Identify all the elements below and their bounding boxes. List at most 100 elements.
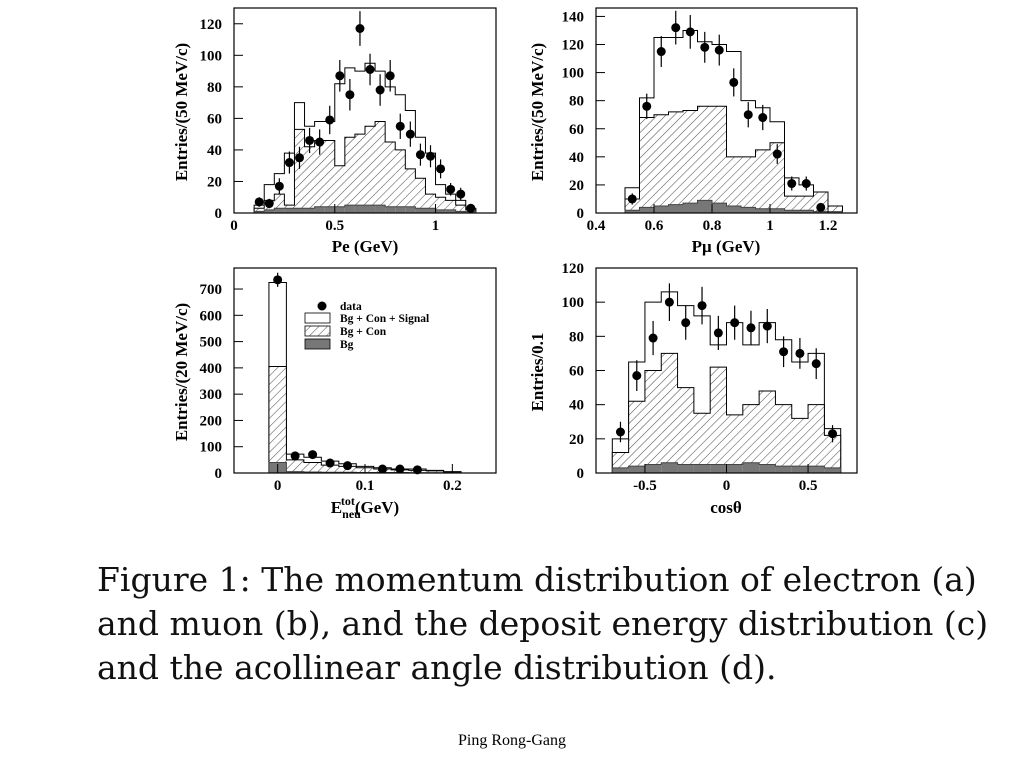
panel-c-data-point <box>343 461 353 471</box>
panel-a-bg-bin <box>365 205 376 213</box>
panel-d-signal-outline <box>611 291 842 473</box>
panel-a-bg-bin <box>445 209 456 213</box>
panel-d-ytick-label: 120 <box>562 261 585 277</box>
panel-a-bgcon-bin <box>344 137 355 213</box>
panel-c-xtick-label: 0.2 <box>443 478 462 494</box>
panel-b-data-point <box>772 149 782 159</box>
panel-c-bg-bin <box>286 471 304 473</box>
panel-d-xtick-label: 0.5 <box>799 478 818 494</box>
panel-b-ytick-label: 0 <box>577 206 585 222</box>
panel-a-bg-bin <box>264 209 275 213</box>
panel-b-ytick-label: 60 <box>569 122 584 138</box>
panel-d-ytick-label: 20 <box>569 432 584 448</box>
panel-a-data-point <box>375 85 385 95</box>
panel-b-data-point <box>700 42 710 52</box>
panel-b-data-point <box>787 179 797 189</box>
panel-a-bg-bin <box>395 206 406 213</box>
panel-c-data-point <box>377 464 387 474</box>
panel-a-data-point <box>315 137 325 147</box>
panel-d-ytick-label: 0 <box>577 466 585 482</box>
panel-d-data-point <box>697 301 707 311</box>
panel-b-bgcon-bin <box>668 111 683 213</box>
panel-d-bg-bin <box>661 462 678 473</box>
panel-d-bgcon-outline <box>611 352 842 473</box>
panel-a-signal-bin <box>415 137 426 213</box>
panel-a-bgcon-bin <box>425 194 436 213</box>
panel-b-ytick-label: 80 <box>569 94 584 110</box>
panel-a-bg-bin <box>254 211 265 213</box>
panel-c-data-point <box>395 464 405 474</box>
panel-b-xtick-label: 1 <box>766 218 774 234</box>
panel-a-data-point <box>385 71 395 81</box>
panel-c-ylabel: Entries/(20 MeV/c) <box>172 303 191 441</box>
panel-d-bgcon-bin <box>628 401 645 473</box>
panel-d-data-point <box>730 318 740 328</box>
panel-a-ytick-label: 60 <box>207 111 222 127</box>
panel-c-bgcon-bin <box>426 470 444 473</box>
panel-b-bgcon-bin <box>741 156 756 213</box>
panel-d-data-point <box>632 371 642 381</box>
panel-a-bgcon-bin <box>354 134 365 213</box>
panel-a-bg-bin <box>375 205 386 213</box>
panel-d-plot: -0.5 0 0.5 0 20 40 60 80 100 120 <box>562 261 858 494</box>
panel-c-ytick-label: 400 <box>200 361 223 377</box>
panel-a-bgcon-bin <box>334 165 345 213</box>
panel-a-bg-bin <box>284 208 295 213</box>
panel-d-bg-bin <box>726 464 743 473</box>
panel-d-data-point <box>762 321 772 331</box>
panel-a-data-point <box>325 115 335 125</box>
panel-b-data-point <box>758 113 768 123</box>
panel-c-bgcon-bin <box>321 465 339 473</box>
panel-a-data-point <box>295 153 304 163</box>
panel-d-data-point <box>648 333 658 343</box>
panel-a-bgcon-bin <box>375 121 386 213</box>
panel-a: Pe (GeV) Entries/(50 MeV/c) 0 0.5 1 0 20 40 60… <box>172 7 497 256</box>
panel-d-bgcon-bin <box>661 353 678 473</box>
panel-d-bg-bin <box>644 464 662 473</box>
panel-d-ylabel: Entries/0.1 <box>528 333 547 412</box>
panel-a-ytick-label: 40 <box>207 143 222 159</box>
legend-signal-label: Bg + Con + Signal <box>340 313 429 325</box>
panel-b-xtick-label: 0.4 <box>587 218 606 234</box>
figure-caption: Figure 1: The momentum distribution of e… <box>97 560 989 687</box>
legend-signal-swatch <box>304 312 331 324</box>
panel-a-ytick-label: 80 <box>207 80 222 96</box>
panel-a-data-point <box>466 203 476 213</box>
panel-b-bgcon-bin <box>697 106 712 213</box>
panel-a-data-point <box>335 71 345 81</box>
panel-b-bg-bin <box>625 210 640 213</box>
panel-a-bgcon-bin <box>405 168 416 213</box>
panel-d: cosθ Entries/0.1 -0.5 0 0.5 0 20 40 60 80 100 120 <box>528 261 858 517</box>
panel-b-bg-bin <box>755 208 770 213</box>
panel-a-data-point <box>365 65 375 74</box>
panel-d-bg-bin <box>775 466 792 473</box>
panel-c-data-point <box>412 465 422 475</box>
panel-c-ytick-label: 700 <box>200 282 223 298</box>
panel-b-ylabel: Entries/(50 MeV/c) <box>528 43 547 181</box>
panel-d-data-point <box>681 318 691 328</box>
panel-c-ytick-label: 0 <box>215 466 223 482</box>
panel-a-bg-bin <box>334 206 345 213</box>
panel-b-data-point <box>714 45 724 55</box>
panel-d-data-point <box>811 359 821 369</box>
panel-a-bgcon-bin <box>304 146 315 213</box>
panel-b-data-point <box>729 77 739 87</box>
panel-c-data-point <box>325 458 335 468</box>
legend: data Bg + Con + Signal Bg + Con Bg <box>304 301 429 351</box>
panel-c-ytick-label: 500 <box>200 335 223 351</box>
panel-a-bg-bin <box>344 205 355 213</box>
panel-c-ytick-label: 200 <box>200 413 223 429</box>
panel-d-bgcon-bin <box>710 367 727 473</box>
panel-a-bg-bin <box>294 208 305 213</box>
panel-a-bg-bin <box>455 211 466 213</box>
panel-a-data-point <box>274 181 284 191</box>
panel-d-bgcon-bin <box>644 370 662 473</box>
panel-a-ytick-label: 0 <box>215 206 223 222</box>
panel-a-bg-bin <box>385 206 396 213</box>
panel-d-bg-bin <box>824 467 841 473</box>
legend-data-marker <box>317 301 327 311</box>
panel-d-ytick-label: 60 <box>569 364 584 380</box>
panel-b-bgcon-bin <box>755 149 770 213</box>
legend-bg-swatch <box>304 338 331 350</box>
panel-a-bg-bin <box>425 208 436 213</box>
